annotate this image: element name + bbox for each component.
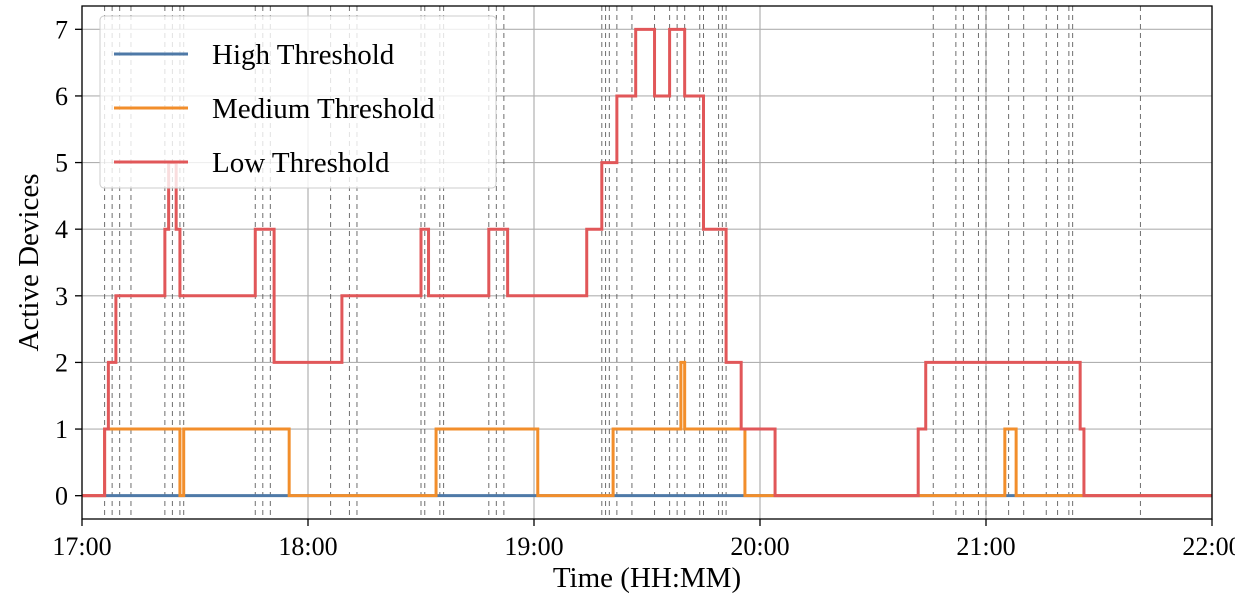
x-tick-label: 17:00	[52, 532, 111, 561]
event-lines	[104, 6, 1141, 519]
y-tick-label: 1	[55, 415, 68, 444]
legend-label: High Threshold	[212, 39, 395, 71]
legend: High Threshold Medium Threshold Low Thresh…	[99, 15, 497, 189]
x-tick-label: 19:00	[504, 532, 563, 561]
legend-item-2: Low Threshold	[114, 147, 390, 179]
x-tick-label: 22:00	[1182, 532, 1235, 561]
y-tick-label: 4	[55, 215, 68, 244]
y-tick-label: 2	[55, 348, 68, 377]
x-axis-ticks: 17:00 18:00 19:00 20:00 21:00 22:00	[52, 519, 1235, 561]
y-tick-label: 7	[55, 15, 68, 44]
y-axis-label: Active Devices	[13, 174, 45, 352]
legend-box	[99, 15, 497, 189]
legend-label: Low Threshold	[212, 147, 390, 179]
y-tick-label: 0	[55, 482, 68, 511]
legend-label: Medium Threshold	[212, 93, 435, 125]
legend-item-0: High Threshold	[114, 39, 395, 71]
y-tick-label: 6	[55, 82, 68, 111]
y-tick-label: 3	[55, 282, 68, 311]
y-tick-label: 5	[55, 149, 68, 178]
x-axis-label: Time (HH:MM)	[553, 562, 741, 594]
plot-frame	[81, 5, 1213, 520]
x-tick-label: 18:00	[278, 532, 337, 561]
legend-item-1: Medium Threshold	[114, 93, 435, 125]
x-tick-label: 21:00	[956, 532, 1015, 561]
series-line-1	[82, 360, 1212, 498]
y-axis-ticks: 0 1 2 3 4 5 6 7	[55, 15, 82, 511]
x-tick-label: 20:00	[730, 532, 789, 561]
